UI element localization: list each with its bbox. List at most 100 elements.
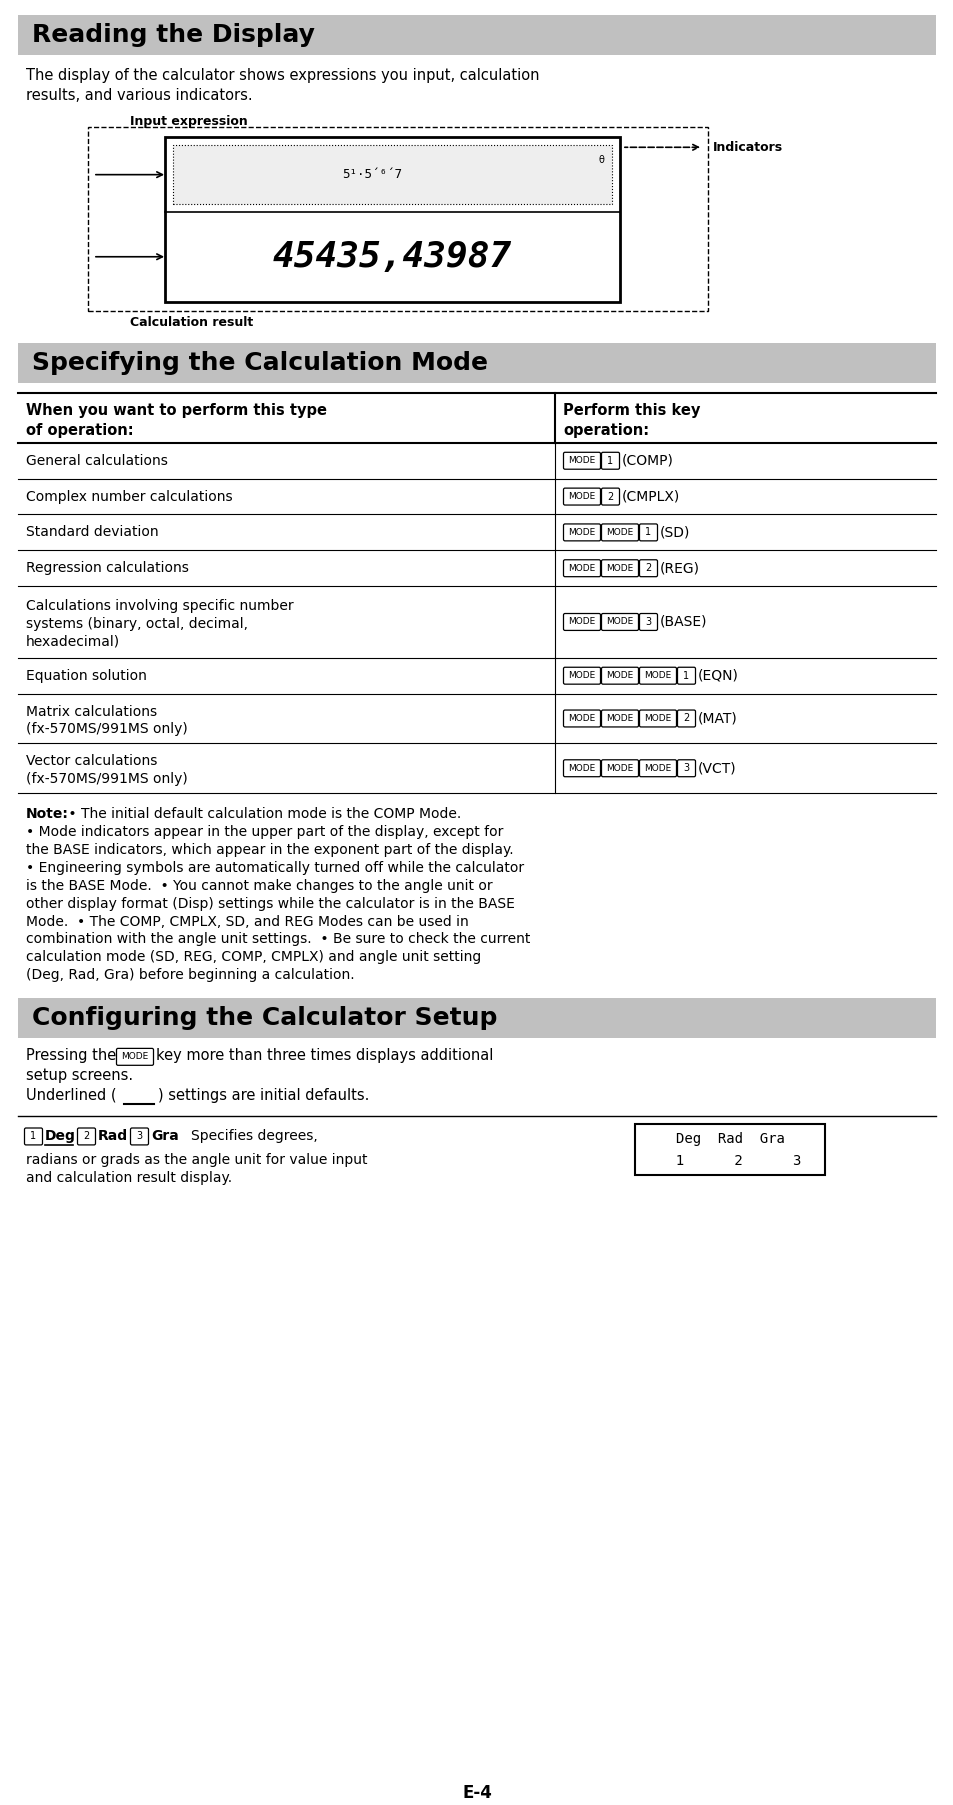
- FancyBboxPatch shape: [77, 1128, 95, 1144]
- FancyBboxPatch shape: [601, 560, 638, 576]
- Text: Note:: Note:: [26, 807, 69, 821]
- Text: Calculations involving specific number: Calculations involving specific number: [26, 599, 294, 614]
- Bar: [88, 128, 707, 312]
- Text: Equation solution: Equation solution: [26, 668, 147, 682]
- FancyBboxPatch shape: [563, 668, 599, 684]
- Text: 2: 2: [682, 713, 689, 724]
- Text: MODE: MODE: [643, 671, 671, 680]
- Text: (CMPLX): (CMPLX): [621, 489, 679, 504]
- Text: Indicators: Indicators: [712, 141, 782, 153]
- Text: 1: 1: [682, 671, 689, 680]
- Text: General calculations: General calculations: [26, 453, 168, 467]
- Text: Configuring the Calculator Setup: Configuring the Calculator Setup: [32, 1005, 497, 1031]
- Text: (REG): (REG): [659, 561, 700, 576]
- Text: • Mode indicators appear in the upper part of the display, except for: • Mode indicators appear in the upper pa…: [26, 825, 503, 839]
- Text: • The initial default calculation mode is the COMP Mode.: • The initial default calculation mode i…: [64, 807, 460, 821]
- Text: 1: 1: [645, 527, 651, 538]
- Text: MODE: MODE: [643, 764, 671, 773]
- Text: 2: 2: [644, 563, 651, 574]
- Text: calculation mode (SD, REG, COMP, CMPLX) and angle unit setting: calculation mode (SD, REG, COMP, CMPLX) …: [26, 951, 480, 964]
- Bar: [172, 144, 612, 204]
- Text: Mode.  • The COMP, CMPLX, SD, and REG Modes can be used in: Mode. • The COMP, CMPLX, SD, and REG Mod…: [26, 915, 468, 928]
- Text: of operation:: of operation:: [26, 422, 133, 439]
- Text: MODE: MODE: [568, 671, 595, 680]
- Text: MODE: MODE: [568, 617, 595, 626]
- Text: (MAT): (MAT): [698, 711, 737, 726]
- Text: MODE: MODE: [606, 617, 633, 626]
- Text: 3: 3: [136, 1132, 142, 1141]
- Text: other display format (Disp) settings while the calculator is in the BASE: other display format (Disp) settings whi…: [26, 897, 515, 912]
- Text: Reading the Display: Reading the Display: [32, 23, 314, 47]
- FancyBboxPatch shape: [677, 668, 695, 684]
- Text: results, and various indicators.: results, and various indicators.: [26, 88, 253, 103]
- FancyBboxPatch shape: [563, 487, 599, 505]
- Text: Perform this key: Perform this key: [562, 403, 700, 419]
- Bar: [165, 137, 619, 301]
- FancyBboxPatch shape: [563, 760, 599, 776]
- Bar: [635, 1123, 824, 1175]
- Text: Underlined (: Underlined (: [26, 1088, 116, 1103]
- FancyBboxPatch shape: [131, 1128, 149, 1144]
- Text: Specifying the Calculation Mode: Specifying the Calculation Mode: [32, 352, 488, 375]
- FancyBboxPatch shape: [116, 1049, 153, 1065]
- Text: Deg: Deg: [45, 1130, 76, 1143]
- FancyBboxPatch shape: [563, 523, 599, 542]
- Text: MODE: MODE: [568, 563, 595, 572]
- Text: θ: θ: [598, 155, 603, 166]
- Text: 2: 2: [607, 491, 613, 502]
- Text: combination with the angle unit settings.  • Be sure to check the current: combination with the angle unit settings…: [26, 933, 530, 946]
- Text: E-4: E-4: [461, 1785, 492, 1803]
- FancyBboxPatch shape: [639, 709, 676, 727]
- FancyBboxPatch shape: [639, 523, 657, 542]
- FancyBboxPatch shape: [601, 487, 618, 505]
- Text: MODE: MODE: [606, 764, 633, 773]
- Text: the BASE indicators, which appear in the exponent part of the display.: the BASE indicators, which appear in the…: [26, 843, 513, 857]
- Text: is the BASE Mode.  • You cannot make changes to the angle unit or: is the BASE Mode. • You cannot make chan…: [26, 879, 492, 893]
- Text: and calculation result display.: and calculation result display.: [26, 1171, 232, 1186]
- Text: 1: 1: [607, 455, 613, 466]
- Text: ) settings are initial defaults.: ) settings are initial defaults.: [158, 1088, 369, 1103]
- FancyBboxPatch shape: [563, 709, 599, 727]
- Text: MODE: MODE: [568, 493, 595, 502]
- Text: Pressing the: Pressing the: [26, 1049, 116, 1063]
- Text: Calculation result: Calculation result: [130, 316, 253, 330]
- Text: hexadecimal): hexadecimal): [26, 635, 120, 650]
- FancyBboxPatch shape: [677, 709, 695, 727]
- Bar: [18, 343, 935, 383]
- Text: Input expression: Input expression: [130, 116, 248, 128]
- Text: 1: 1: [30, 1132, 36, 1141]
- FancyBboxPatch shape: [639, 668, 676, 684]
- FancyBboxPatch shape: [563, 560, 599, 576]
- Text: MODE: MODE: [606, 527, 633, 536]
- Text: Standard deviation: Standard deviation: [26, 525, 158, 540]
- Text: MODE: MODE: [568, 715, 595, 724]
- Text: Complex number calculations: Complex number calculations: [26, 489, 233, 504]
- FancyBboxPatch shape: [601, 668, 638, 684]
- Text: (VCT): (VCT): [698, 762, 736, 776]
- FancyBboxPatch shape: [563, 614, 599, 630]
- FancyBboxPatch shape: [601, 709, 638, 727]
- Text: 45435,43987: 45435,43987: [273, 240, 512, 274]
- Text: key more than three times displays additional: key more than three times displays addit…: [156, 1049, 493, 1063]
- FancyBboxPatch shape: [601, 614, 638, 630]
- FancyBboxPatch shape: [677, 760, 695, 776]
- Text: 3: 3: [645, 617, 651, 626]
- FancyBboxPatch shape: [639, 614, 657, 630]
- Text: systems (binary, octal, decimal,: systems (binary, octal, decimal,: [26, 617, 248, 632]
- FancyBboxPatch shape: [639, 560, 657, 576]
- Text: (fx-570MS/991MS only): (fx-570MS/991MS only): [26, 722, 188, 736]
- Text: (COMP): (COMP): [621, 453, 673, 467]
- Text: setup screens.: setup screens.: [26, 1069, 133, 1083]
- Text: (SD): (SD): [659, 525, 690, 540]
- Text: Gra: Gra: [151, 1130, 178, 1143]
- Text: operation:: operation:: [562, 422, 648, 439]
- Text: The display of the calculator shows expressions you input, calculation: The display of the calculator shows expr…: [26, 67, 539, 83]
- Text: radians or grads as the angle unit for value input: radians or grads as the angle unit for v…: [26, 1153, 367, 1168]
- Text: MODE: MODE: [606, 715, 633, 724]
- Text: Matrix calculations: Matrix calculations: [26, 704, 157, 718]
- Text: MODE: MODE: [568, 764, 595, 773]
- Text: MODE: MODE: [121, 1052, 149, 1061]
- Text: (BASE): (BASE): [659, 616, 707, 628]
- Text: (Deg, Rad, Gra) before beginning a calculation.: (Deg, Rad, Gra) before beginning a calcu…: [26, 967, 355, 982]
- Text: MODE: MODE: [643, 715, 671, 724]
